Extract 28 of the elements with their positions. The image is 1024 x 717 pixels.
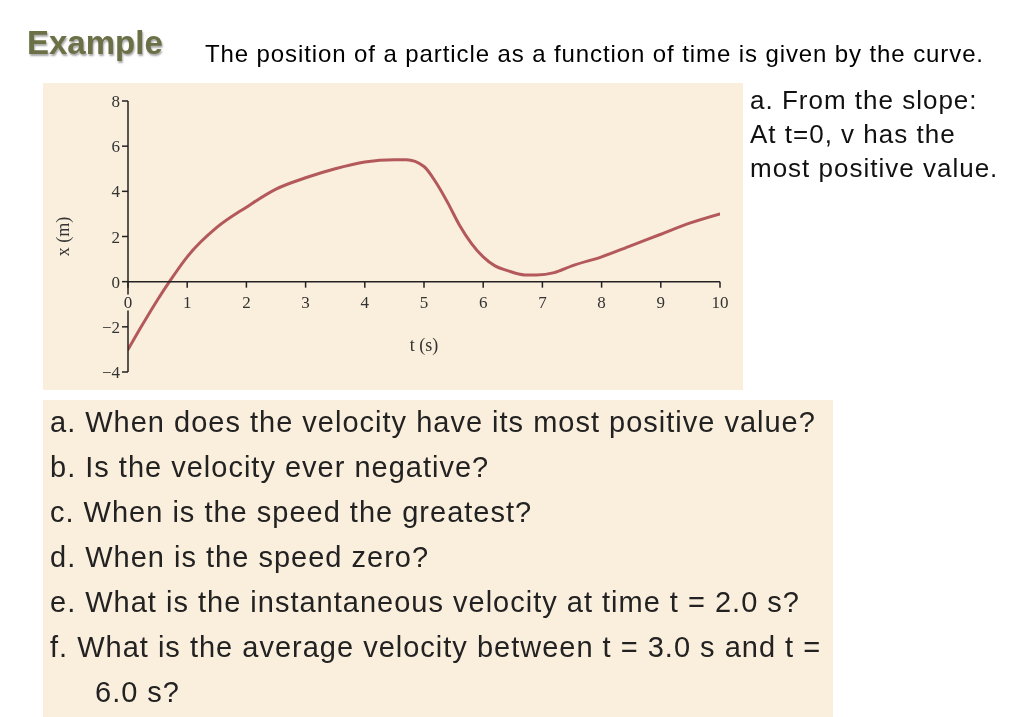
y-tick-label: 6: [111, 137, 120, 157]
x-tick-label: 1: [182, 292, 192, 312]
chart-title: Example: [27, 24, 163, 62]
text: d. When is the speed zero?: [50, 540, 431, 575]
text: b. Is the velocity ever negative?: [50, 450, 491, 485]
text: a. When does the velocity have its most positive value?: [50, 405, 817, 440]
text: c. When is the speed the greatest?: [50, 495, 534, 530]
chart-subtitle: The position of a particle as a function of time is given by the curve.: [205, 40, 984, 68]
x-tick-label: 10: [711, 292, 729, 312]
x-axis-title: t (s): [408, 334, 440, 356]
x-tick-label: 2: [242, 292, 251, 312]
y-tick-label: 0: [111, 272, 120, 292]
y-axis-title: x (m): [53, 216, 75, 257]
y-tick-label: 2: [111, 227, 120, 247]
x-tick-label: 3: [301, 292, 310, 312]
x-tick-label: 6: [478, 292, 488, 312]
y-tick-label: 4: [111, 182, 121, 202]
y-tick-label: −4: [101, 363, 121, 383]
x-tick-label: 4: [360, 292, 370, 312]
x-tick-label: 7: [538, 292, 548, 312]
y-tick-label: 8: [111, 92, 120, 112]
y-tick-label: −2: [101, 317, 120, 337]
text: a. From the slope: At t=0, v has the most positive value.: [750, 84, 1000, 185]
x-tick-label: 9: [656, 292, 666, 312]
text: e. What is the instantaneous velocity at time t = 2.0 s?: [50, 585, 801, 620]
text: f. What is the average velocity between t = 3.0 s and t = 6.0 s?: [50, 630, 823, 710]
x-tick-label: 8: [597, 292, 606, 312]
x-tick-label: 5: [419, 292, 429, 312]
